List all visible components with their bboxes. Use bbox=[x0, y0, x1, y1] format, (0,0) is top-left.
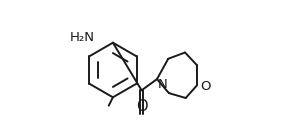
Text: H₂N: H₂N bbox=[69, 31, 95, 44]
Text: O: O bbox=[136, 99, 147, 114]
Text: N: N bbox=[158, 78, 167, 91]
Text: O: O bbox=[200, 80, 211, 93]
